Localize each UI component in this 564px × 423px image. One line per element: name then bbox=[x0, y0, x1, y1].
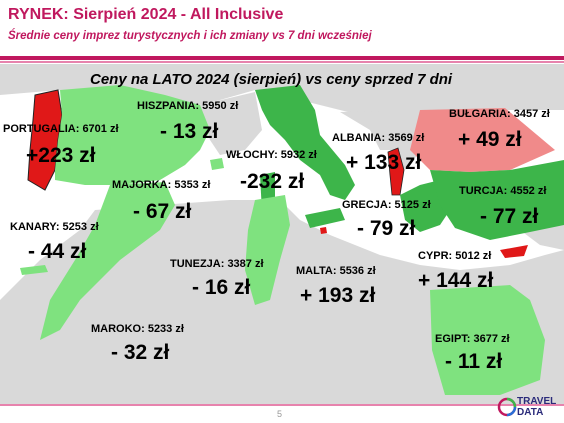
header-divider-light bbox=[0, 61, 564, 63]
map-title: Ceny na LATO 2024 (sierpień) vs ceny spr… bbox=[90, 71, 453, 88]
canary-shape bbox=[20, 265, 48, 275]
logo-swirl-icon bbox=[497, 397, 517, 417]
header: RYNEK: Sierpień 2024 - All Inclusive Śre… bbox=[0, 0, 564, 58]
italy-shape bbox=[255, 85, 355, 200]
page-subtitle: Średnie ceny imprez turystycznych i ich … bbox=[8, 30, 372, 42]
spain-label: HISZPANIA: 5950 zł bbox=[137, 100, 239, 112]
greece-change: - 79 zł bbox=[357, 217, 416, 240]
cyprus-change: + 144 zł bbox=[418, 269, 494, 292]
travel-data-logo: TRAVEL DATA bbox=[497, 393, 561, 421]
morocco-shape bbox=[40, 182, 175, 340]
tunisia-shape bbox=[245, 195, 290, 305]
morocco-label: MAROKO: 5233 zł bbox=[91, 323, 184, 335]
majorca-shape bbox=[210, 158, 224, 170]
sicily-shape bbox=[305, 208, 345, 228]
egypt-shape bbox=[430, 285, 545, 395]
albania-label: ALBANIA: 3569 zł bbox=[332, 132, 425, 144]
albania-change: + 133 zł bbox=[346, 151, 422, 174]
logo-text-data: DATA bbox=[517, 407, 544, 418]
turkey-shape bbox=[430, 160, 564, 240]
malta-change: + 193 zł bbox=[300, 284, 376, 307]
canary-change: - 44 zł bbox=[28, 240, 87, 263]
map bbox=[0, 64, 564, 404]
malta-shape bbox=[320, 227, 327, 234]
turkey-label: TURCJA: 4552 zł bbox=[459, 185, 547, 197]
footer-divider bbox=[0, 404, 564, 406]
italy-change: -232 zł bbox=[240, 170, 305, 193]
bulgaria-shape bbox=[410, 108, 555, 172]
spain-shape bbox=[55, 85, 210, 185]
cyprus-shape bbox=[500, 245, 528, 258]
land-france bbox=[200, 92, 262, 155]
page-title: RYNEK: Sierpień 2024 - All Inclusive bbox=[8, 6, 284, 23]
portugal-change: +223 zł bbox=[26, 144, 96, 167]
portugal-shape bbox=[27, 89, 63, 191]
portugal-label: PORTUGALIA: 6701 zł bbox=[3, 123, 119, 135]
malta-label: MALTA: 5536 zł bbox=[296, 265, 376, 277]
morocco-change: - 32 zł bbox=[111, 341, 170, 364]
majorca-change: - 67 zł bbox=[133, 200, 192, 223]
italy-label: WŁOCHY: 5932 zł bbox=[226, 149, 317, 161]
turkey-change: - 77 zł bbox=[480, 205, 539, 228]
tunisia-label: TUNEZJA: 3387 zł bbox=[170, 258, 264, 270]
greece-label: GRECJA: 5125 zł bbox=[342, 199, 431, 211]
spain-change: - 13 zł bbox=[160, 120, 219, 143]
tunisia-change: - 16 zł bbox=[192, 276, 251, 299]
egypt-change: - 11 zł bbox=[445, 350, 503, 373]
majorca-label: MAJORKA: 5353 zł bbox=[112, 179, 211, 191]
egypt-label: EGIPT: 3677 zł bbox=[435, 333, 510, 345]
header-divider bbox=[0, 56, 564, 60]
page-number: 5 bbox=[277, 409, 283, 419]
land-north-africa bbox=[0, 200, 564, 404]
land-balkans bbox=[340, 110, 430, 170]
bulgaria-label: BUŁGARIA: 3457 zł bbox=[449, 108, 550, 120]
canary-label: KANARY: 5253 zł bbox=[10, 221, 99, 233]
logo-text-travel: TRAVEL bbox=[517, 396, 557, 407]
bulgaria-change: + 49 zł bbox=[458, 128, 522, 151]
cyprus-label: CYPR: 5012 zł bbox=[418, 250, 492, 262]
